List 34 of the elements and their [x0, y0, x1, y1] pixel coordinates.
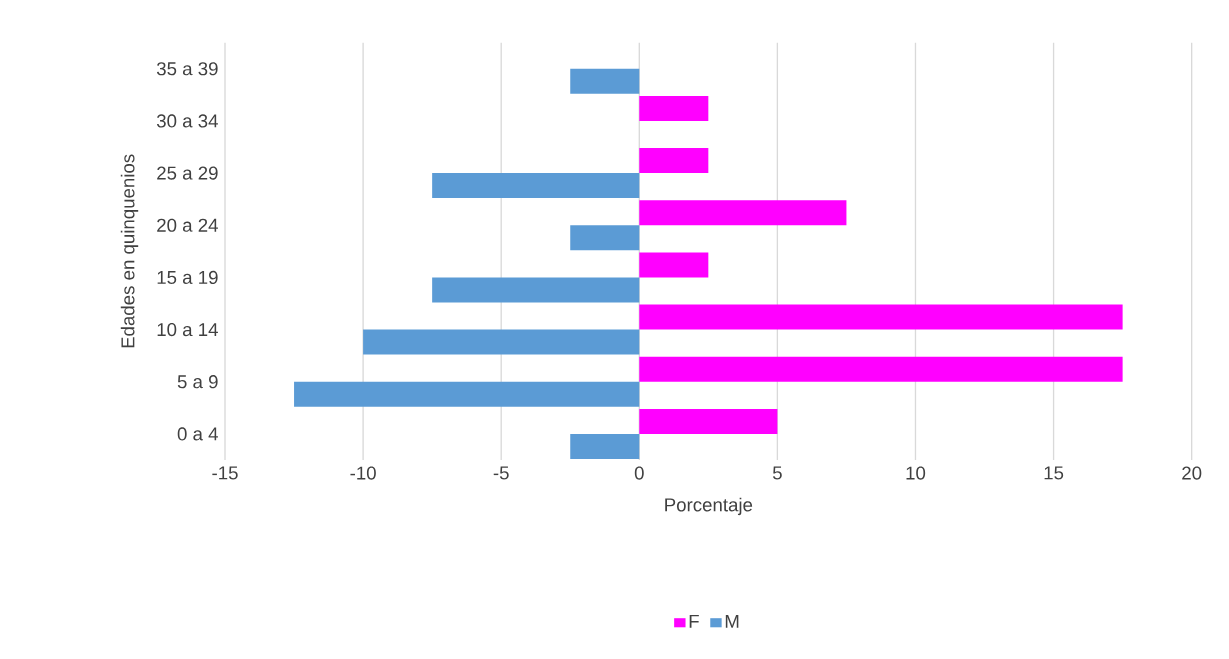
bar	[432, 173, 640, 199]
bar	[639, 304, 1123, 330]
bar	[639, 356, 1123, 382]
x-tick-label: 20	[1182, 466, 1202, 480]
y-tick-label: 10 a 14	[157, 322, 218, 337]
legend-label: M	[725, 614, 739, 628]
bar	[570, 225, 640, 251]
x-tick-label: -5	[493, 466, 509, 480]
x-tick-label: 10	[906, 466, 926, 480]
bar	[570, 433, 640, 459]
bar	[639, 408, 778, 434]
bar	[639, 252, 709, 278]
bar	[639, 148, 709, 174]
y-tick-label: 0 a 4	[177, 427, 218, 441]
x-tick-label: 0	[634, 466, 644, 480]
x-tick-label: 15	[1044, 466, 1064, 480]
bar	[570, 68, 640, 94]
y-axis-title: Edades en quinquenios	[120, 154, 139, 348]
y-tick-label: 5 a 9	[177, 375, 218, 389]
x-axis-title: Porcentaje	[665, 497, 753, 516]
bar	[363, 329, 640, 355]
bar	[639, 200, 847, 226]
y-tick-label: 20 a 24	[157, 218, 218, 232]
y-tick-label: 25 a 29	[157, 166, 218, 180]
y-tick-label: 35 a 39	[156, 62, 218, 76]
x-tick-label: 5	[772, 466, 782, 480]
y-tick-label: 15 a 19	[157, 270, 218, 285]
legend-label: F	[689, 614, 699, 628]
x-tick-label: -15	[212, 466, 238, 480]
bar	[432, 277, 640, 303]
bar	[639, 95, 709, 121]
y-tick-label: 30 a 34	[156, 114, 218, 128]
x-tick-label: -10	[350, 466, 376, 480]
bar	[294, 381, 640, 407]
